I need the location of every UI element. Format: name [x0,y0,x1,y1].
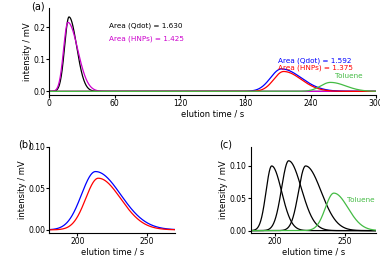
Text: (b): (b) [18,140,32,150]
Y-axis label: intensity / mV: intensity / mV [219,161,228,219]
Text: Toluene: Toluene [347,197,374,203]
Text: Area (HNPs) = 1.425: Area (HNPs) = 1.425 [109,35,184,42]
X-axis label: elution time / s: elution time / s [282,248,345,257]
Text: (c): (c) [219,140,232,150]
Text: Area (Qdot) = 1.592: Area (Qdot) = 1.592 [278,58,352,64]
X-axis label: elution time / s: elution time / s [81,248,144,257]
Text: Toluene: Toluene [335,73,363,79]
Text: Area (Qdot) = 1.630: Area (Qdot) = 1.630 [109,22,183,29]
Text: (a): (a) [32,1,45,11]
Y-axis label: intensity / mV: intensity / mV [18,161,27,219]
Text: Area (HNPs) = 1.375: Area (HNPs) = 1.375 [278,64,353,70]
Y-axis label: intensity / mV: intensity / mV [23,22,32,81]
X-axis label: elution time / s: elution time / s [181,109,244,118]
